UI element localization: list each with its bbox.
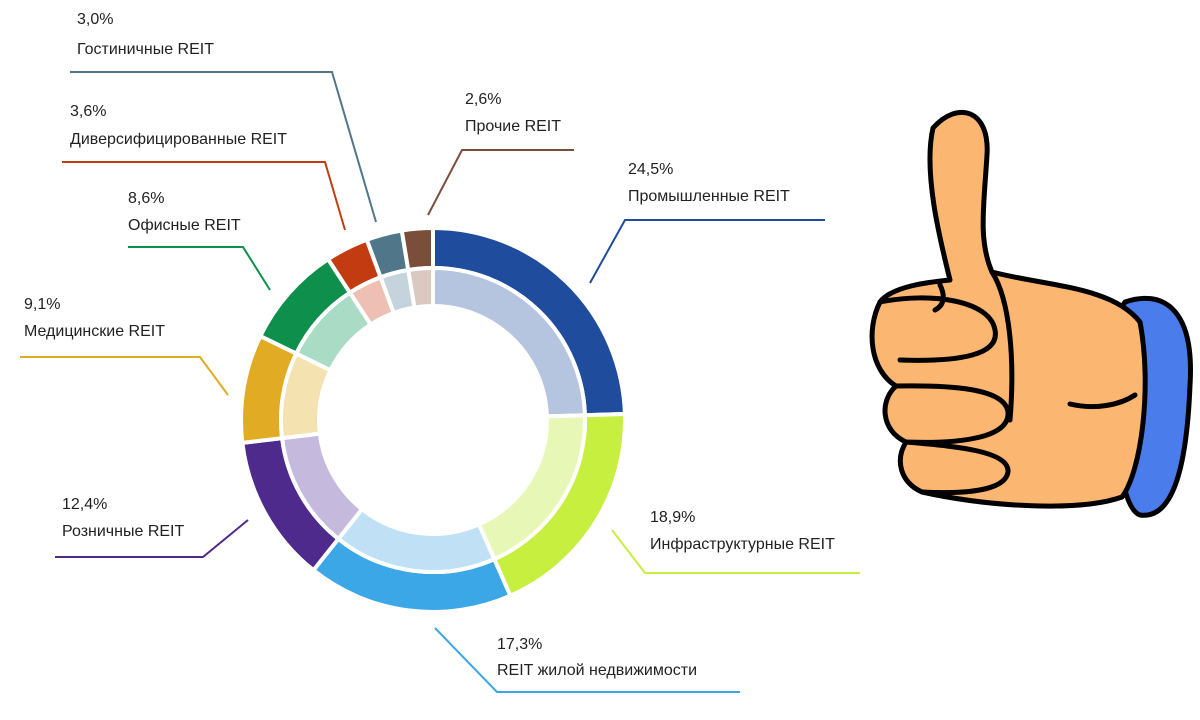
value-label: 2,6% <box>465 91 501 108</box>
leader-line <box>611 529 860 574</box>
category-label: Розничные REIT <box>62 523 184 540</box>
value-label: 18,9% <box>650 509 695 526</box>
category-label: Промышленные REIT <box>628 188 790 205</box>
leader-line <box>62 161 346 231</box>
leader-line <box>128 246 271 291</box>
leader-line <box>55 519 249 558</box>
value-label: 8,6% <box>128 190 164 207</box>
category-label: Прочие REIT <box>465 118 561 135</box>
leader-line <box>427 149 574 216</box>
category-label: Гостиничные REIT <box>77 41 214 58</box>
value-label: 9,1% <box>24 296 60 313</box>
thumbs-up-illustration <box>869 109 1193 518</box>
category-label: Инфраструктурные REIT <box>650 536 835 553</box>
value-label: 12,4% <box>62 496 107 513</box>
category-label: Диверсифицированные REIT <box>70 131 287 148</box>
category-label: Медицинские REIT <box>24 323 165 340</box>
category-label: Офисные REIT <box>128 217 241 234</box>
donut-segment <box>399 225 435 273</box>
hand <box>869 109 1148 509</box>
value-label: 3,6% <box>70 103 106 120</box>
leader-line <box>70 71 377 223</box>
finger-lines <box>877 269 1138 496</box>
category-label: REIT жилой недвижимости <box>497 662 697 679</box>
leader-line <box>20 356 229 396</box>
value-label: 17,3% <box>497 636 542 653</box>
leader-line <box>434 627 740 693</box>
donut-inner-segment <box>405 265 435 310</box>
value-label: 24,5% <box>628 161 673 178</box>
value-label: 3,0% <box>77 11 113 28</box>
leader-line <box>589 219 825 284</box>
